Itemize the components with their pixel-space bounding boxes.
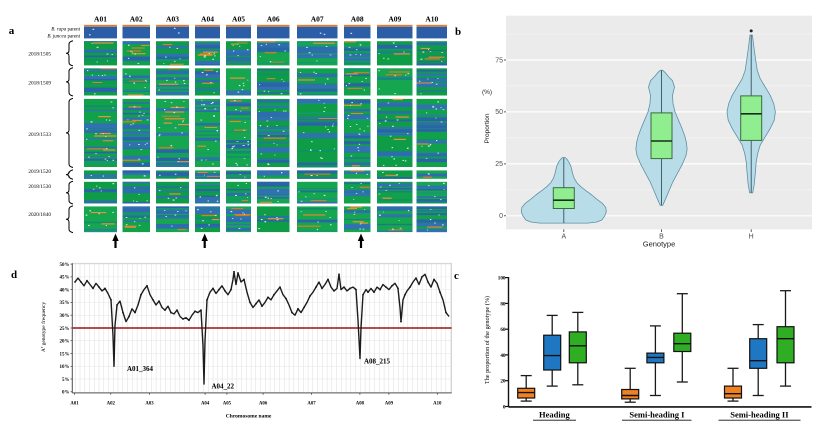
svg-text:Heading: Heading [539,410,570,420]
svg-text:A01: A01 [94,15,107,24]
svg-text:100: 100 [498,276,506,282]
svg-text:0: 0 [503,405,506,411]
svg-text:A02: A02 [130,15,143,24]
svg-text:35%: 35% [60,301,70,306]
svg-text:The proportion of the genotype: The proportion of the genotype (%) [484,296,491,384]
svg-text:A05: A05 [232,15,245,24]
svg-text:0: 0 [499,213,503,220]
svg-text:B. juncea parent: B. juncea parent [47,35,80,40]
svg-text:10%: 10% [60,365,70,370]
svg-text:A10: A10 [433,402,442,407]
svg-text:A04: A04 [201,15,214,24]
svg-text:Semi-heading II: Semi-heading II [730,410,789,420]
svg-text:(%): (%) [482,89,492,96]
svg-text:2018/1509: 2018/1509 [28,81,51,87]
svg-text:0%: 0% [62,391,70,396]
svg-text:Ar genotype frequency: Ar genotype frequency [39,302,48,352]
svg-text:d: d [11,269,17,281]
svg-text:A10: A10 [425,15,438,24]
svg-text:75: 75 [495,57,503,64]
svg-text:2020/1840: 2020/1840 [28,212,51,218]
svg-text:B: B [659,234,664,241]
svg-text:15%: 15% [60,352,70,357]
svg-text:Chromosome name: Chromosome name [226,414,272,420]
svg-text:5%: 5% [62,378,70,383]
svg-text:2019/1520: 2019/1520 [28,169,51,175]
svg-text:A06: A06 [259,402,268,407]
svg-text:20: 20 [500,379,506,385]
svg-text:50%: 50% [60,263,70,268]
svg-text:80: 80 [500,301,506,307]
svg-text:40%: 40% [60,288,70,293]
svg-text:2018/1505: 2018/1505 [28,52,51,58]
svg-text:A08: A08 [356,402,365,407]
svg-text:A05: A05 [223,402,232,407]
svg-text:a: a [9,25,15,37]
svg-text:A07: A07 [311,15,324,24]
svg-text:A03: A03 [145,402,154,407]
svg-text:A02: A02 [107,402,116,407]
svg-text:2019/1533: 2019/1533 [28,132,51,138]
svg-text:H: H [749,234,754,241]
svg-text:A04_22: A04_22 [212,383,235,391]
svg-text:A08_215: A08_215 [364,358,391,366]
svg-text:A01: A01 [70,402,79,407]
svg-text:A06: A06 [267,15,280,24]
svg-text:45%: 45% [60,276,70,281]
svg-text:A07: A07 [307,402,316,407]
svg-text:A09: A09 [385,402,394,407]
svg-text:30%: 30% [60,314,70,319]
svg-text:c: c [454,270,459,282]
svg-text:Proportion: Proportion [484,113,491,143]
svg-text:Semi-heading I: Semi-heading I [629,410,685,420]
svg-text:A04: A04 [201,402,210,407]
svg-text:A03: A03 [166,15,179,24]
svg-text:B. rapa parent: B. rapa parent [51,28,80,33]
svg-text:20%: 20% [60,340,70,345]
svg-text:25%: 25% [60,327,70,332]
svg-text:50: 50 [495,109,503,116]
svg-text:Genotype: Genotype [643,240,676,249]
svg-text:A09: A09 [388,15,401,24]
svg-text:A: A [561,234,566,241]
svg-text:40: 40 [500,353,506,359]
svg-text:A08: A08 [351,15,364,24]
svg-text:60: 60 [500,327,506,333]
svg-text:b: b [455,26,461,38]
svg-text:2018/1530: 2018/1530 [28,184,51,190]
svg-text:25: 25 [495,161,503,168]
svg-text:A01_364: A01_364 [127,365,154,373]
